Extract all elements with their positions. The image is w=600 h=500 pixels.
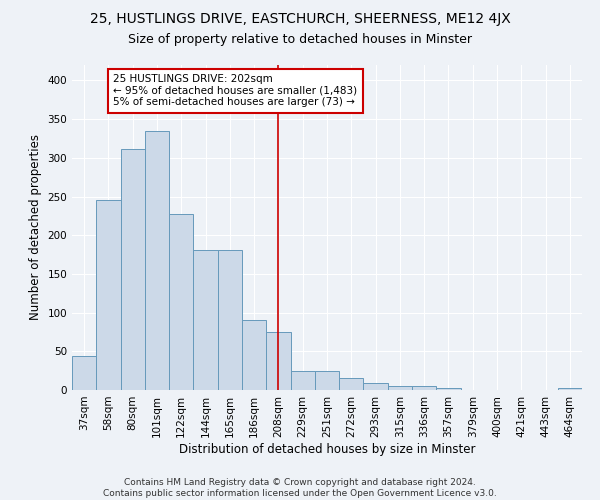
- Bar: [145, 131, 169, 390]
- Y-axis label: Number of detached properties: Number of detached properties: [29, 134, 42, 320]
- Bar: [218, 250, 242, 390]
- Text: 25, HUSTLINGS DRIVE, EASTCHURCH, SHEERNESS, ME12 4JX: 25, HUSTLINGS DRIVE, EASTCHURCH, SHEERNE…: [89, 12, 511, 26]
- Bar: [72, 356, 96, 390]
- Bar: [96, 200, 121, 390]
- Bar: [436, 388, 461, 390]
- Text: 25 HUSTLINGS DRIVE: 202sqm
← 95% of detached houses are smaller (1,483)
5% of se: 25 HUSTLINGS DRIVE: 202sqm ← 95% of deta…: [113, 74, 358, 108]
- Bar: [339, 378, 364, 390]
- Bar: [193, 250, 218, 390]
- Bar: [121, 148, 145, 390]
- Bar: [412, 386, 436, 390]
- Bar: [169, 214, 193, 390]
- Bar: [388, 386, 412, 390]
- X-axis label: Distribution of detached houses by size in Minster: Distribution of detached houses by size …: [179, 442, 475, 456]
- Bar: [558, 388, 582, 390]
- Bar: [290, 370, 315, 390]
- Bar: [315, 370, 339, 390]
- Text: Contains HM Land Registry data © Crown copyright and database right 2024.
Contai: Contains HM Land Registry data © Crown c…: [103, 478, 497, 498]
- Text: Size of property relative to detached houses in Minster: Size of property relative to detached ho…: [128, 32, 472, 46]
- Bar: [242, 320, 266, 390]
- Bar: [364, 383, 388, 390]
- Bar: [266, 332, 290, 390]
